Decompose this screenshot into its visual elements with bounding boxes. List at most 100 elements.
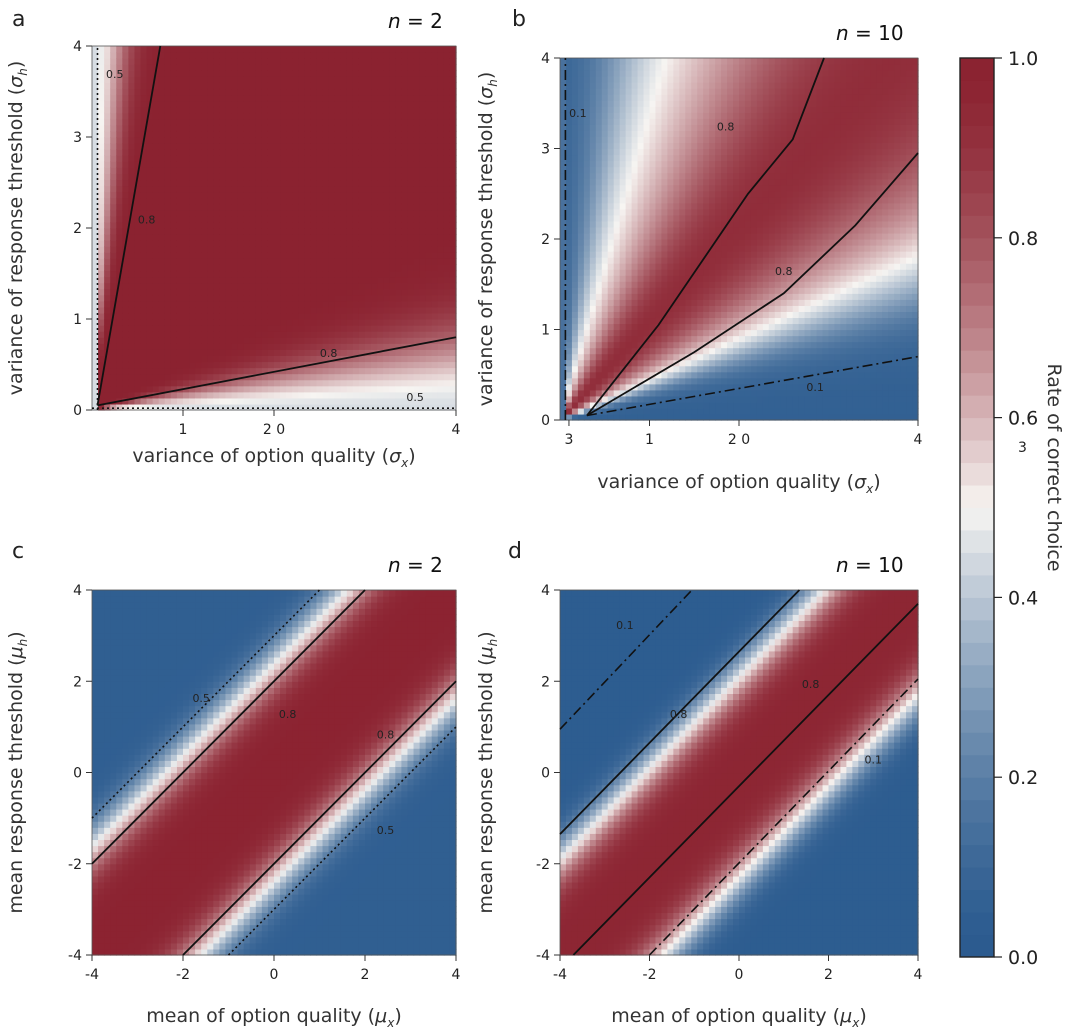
heatmap-cell [691, 395, 698, 403]
heatmap-cell [98, 361, 105, 369]
heatmap-cell [407, 185, 415, 193]
heatmap-cell [243, 106, 251, 114]
n-value: = 2 [401, 9, 443, 33]
heatmap-cell [383, 403, 390, 411]
heatmap-cell [261, 94, 269, 102]
heatmap-cell [134, 46, 142, 53]
heatmap-cell [183, 300, 190, 308]
heatmap-cell [365, 361, 372, 369]
heatmap-cell [679, 389, 686, 397]
heatmap-cell [201, 130, 208, 138]
heatmap-cell [589, 130, 597, 138]
heatmap-cell [419, 118, 427, 126]
heatmap-cell [152, 173, 160, 181]
heatmap-cell [310, 197, 318, 205]
heatmap-cell [122, 367, 129, 375]
heatmap-cell [425, 124, 433, 132]
heatmap-cell [207, 252, 214, 259]
heatmap-cell [128, 185, 136, 193]
heatmap-cell [691, 263, 698, 270]
heatmap-cell [164, 312, 172, 320]
heatmap-cell [140, 331, 148, 338]
heatmap-cell [219, 270, 227, 278]
heatmap-cell [274, 191, 281, 199]
heatmap-cell [140, 391, 148, 399]
heatmap-cell [231, 397, 239, 405]
heatmap-cell [601, 311, 609, 319]
heatmap-cell [164, 276, 172, 284]
heatmap-cell [443, 264, 451, 272]
heatmap-cell [298, 112, 305, 120]
heatmap-cell [286, 294, 293, 302]
heatmap-cell [92, 397, 99, 405]
heatmap-cell [207, 167, 214, 174]
heatmap-cell [164, 325, 172, 332]
heatmap-cell [213, 76, 220, 83]
heatmap-cell [685, 64, 692, 71]
heatmap-cell [407, 312, 415, 320]
heatmap-cell [358, 337, 366, 344]
heatmap-cell [358, 294, 366, 302]
heatmap-cell [292, 325, 299, 332]
heatmap-cell [401, 288, 409, 296]
heatmap-cell [655, 142, 663, 150]
heatmap-cell [358, 246, 366, 253]
heatmap-cell [280, 234, 287, 241]
heatmap-cell [613, 347, 621, 355]
heatmap-cell [661, 196, 668, 204]
heatmap-cell [407, 373, 415, 381]
heatmap-cell [625, 190, 633, 198]
heatmap-cell [377, 221, 384, 229]
heatmap-cell [431, 288, 439, 296]
heatmap-cell [152, 209, 160, 217]
heatmap-cell [365, 143, 372, 150]
heatmap-cell [328, 46, 336, 53]
heatmap-cell [679, 106, 686, 113]
heatmap-cell [595, 251, 603, 258]
heatmap-cell [261, 46, 269, 53]
heatmap-cell [352, 124, 360, 132]
heatmap-cell [613, 106, 621, 113]
heatmap-cell [170, 106, 178, 114]
heatmap-cell [431, 112, 439, 120]
heatmap-cell [673, 172, 680, 180]
heatmap-cell [328, 300, 336, 308]
heatmap-cell [595, 232, 603, 240]
heatmap-cell [667, 299, 674, 306]
heatmap-cell [413, 100, 421, 108]
heatmap-cell [431, 173, 439, 181]
heatmap-cell [413, 385, 421, 393]
heatmap-cell [237, 270, 245, 278]
heatmap-cell [134, 112, 142, 120]
heatmap-cell [128, 52, 136, 59]
heatmap-cell [152, 294, 160, 302]
heatmap-cell [601, 58, 609, 65]
heatmap-cell [189, 325, 196, 332]
heatmap-cell [170, 367, 178, 375]
heatmap-cell [358, 367, 366, 375]
heatmap-cell [679, 58, 686, 65]
heatmap-cell [425, 221, 433, 229]
heatmap-cell [237, 149, 245, 156]
heatmap-cell [237, 197, 245, 205]
heatmap-cell [207, 161, 214, 168]
heatmap-cell [249, 76, 257, 83]
heatmap-cell [122, 385, 129, 393]
heatmap-cell [267, 246, 275, 253]
heatmap-cell [601, 70, 609, 77]
heatmap-cell [352, 209, 360, 217]
heatmap-cell [631, 293, 639, 300]
heatmap-cell [243, 367, 251, 375]
heatmap-cell [116, 155, 123, 162]
heatmap-cell [164, 228, 172, 235]
heatmap-cell [334, 203, 342, 211]
heatmap-cell [679, 401, 686, 409]
heatmap-cell [140, 367, 148, 375]
heatmap-cell [565, 184, 573, 192]
heatmap-cell [140, 106, 148, 114]
heatmap-cell [310, 124, 318, 132]
heatmap-cell [673, 287, 680, 294]
heatmap-cell [116, 167, 123, 174]
heatmap-cell [134, 373, 142, 381]
heatmap-cell [110, 240, 117, 247]
